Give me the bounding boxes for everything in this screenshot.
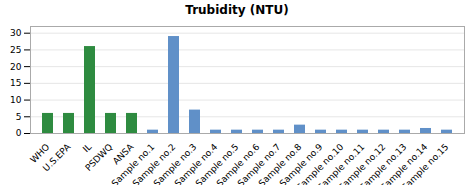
svg-text:0: 0 [16,128,22,138]
svg-text:5: 5 [16,112,22,122]
svg-text:WHO: WHO [28,141,52,165]
svg-text:30: 30 [10,28,22,38]
svg-text:PSDWQ: PSDWQ [83,142,114,173]
svg-text:15: 15 [10,78,21,88]
svg-text:10: 10 [10,95,22,105]
svg-text:U.S.EPA: U.S.EPA [41,141,73,173]
svg-text:20: 20 [10,62,22,72]
svg-text:ANSA: ANSA [110,141,136,167]
svg-text:IL: IL [81,142,93,154]
svg-text:25: 25 [10,45,21,55]
html-text:Trubidity (NTU): Trubidity (NTU) [185,3,289,17]
svg-text:Sample no.15: Sample no.15 [400,142,451,185]
